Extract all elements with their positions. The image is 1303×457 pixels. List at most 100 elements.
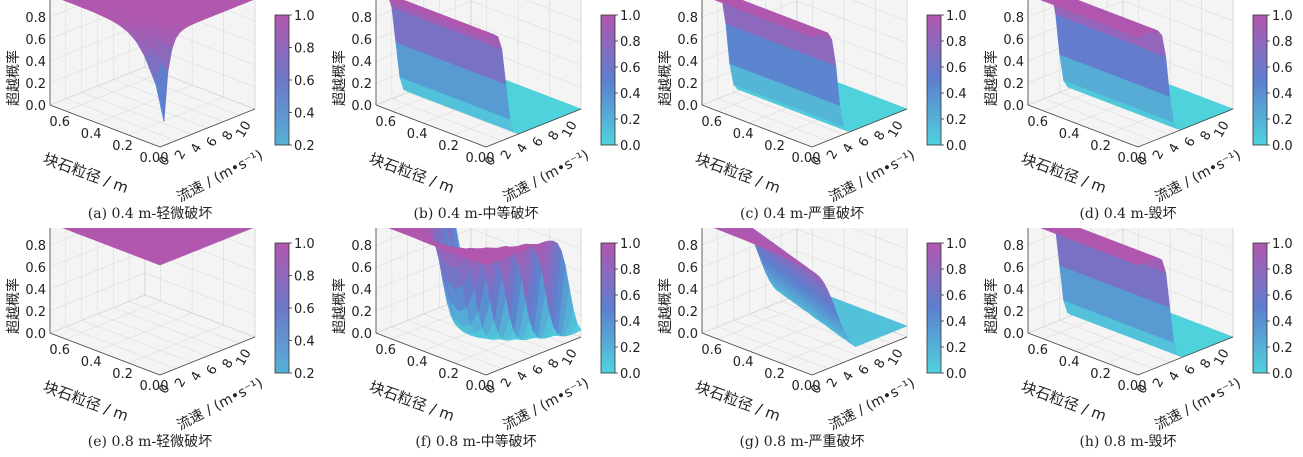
z-tick-label: 0.2 [1003,77,1024,92]
colorbar-tick-label: 1.0 [294,237,315,252]
z-tick-label: 1.0 [351,0,372,4]
y-tick-label: 6 [204,135,221,150]
surface-plot: 0.0 0.2 0.4 0.6 0.8 1.0 超越概率 0.00 0.2 0.4 0.6 块石粒径 … [5,0,315,205]
probability-surface [388,228,582,341]
x-tick-label: 0.00 [1118,151,1147,166]
x-axis-label: 块石粒径 / m [1019,378,1109,425]
probability-surface [1040,228,1234,358]
colorbar-tick-label: 0.2 [294,367,315,382]
colorbar-tick-label: 0.0 [1272,139,1293,154]
x-tick-label: 0.00 [792,379,821,394]
z-tick-label: 0.0 [677,327,698,342]
x-tick-label: 0.4 [407,355,428,370]
panel-caption: (e) 0.8 m-轻微破坏 [87,434,213,450]
colorbar [1252,242,1268,374]
panel-caption: (d) 0.4 m-毁坏 [1079,206,1177,222]
x-axis-label: 块石粒径 / m [367,150,457,197]
colorbar-tick-label: 0.8 [946,35,967,50]
colorbar-tick-label: 1.0 [620,9,641,24]
colorbar-tick-label: 0.8 [620,263,641,278]
x-tick-label: 0.6 [375,115,396,130]
colorbar-tick-label: 0.6 [294,74,315,89]
y-tick-label: 4 [188,141,205,156]
colorbar-tick-label: 0.8 [294,42,315,57]
colorbar-tick-label: 0.8 [1272,263,1293,278]
z-tick-label: 0.8 [351,11,372,26]
z-tick-label: 0.6 [1003,261,1024,276]
z-tick-label: 0.6 [351,33,372,48]
surface-facet [151,260,165,266]
colorbar-tick-label: 0.8 [620,35,641,50]
z-tick-label: 1.0 [1003,0,1024,4]
y-tick-label: 2 [1150,376,1167,391]
z-tick-label: 0.4 [677,283,698,298]
x-tick-label: 0.4 [81,355,102,370]
y-tick-label: 10 [560,119,581,141]
colorbar-tick-label: 0.2 [1272,113,1293,128]
colorbar [274,242,290,374]
axes [1027,0,1234,148]
colorbar [926,14,942,146]
axes [1027,228,1234,376]
x-tick-label: 0.4 [733,127,754,142]
colorbar-tick-label: 0.0 [946,367,967,382]
z-tick-label: 0.8 [1003,11,1024,26]
colorbar-tick-label: 0.2 [946,341,967,356]
axes [375,0,582,148]
colorbar-tick-label: 0.0 [1272,367,1293,382]
z-tick-label: 0.6 [351,261,372,276]
colorbar-tick-label: 0.8 [946,263,967,278]
y-tick-label: 6 [530,363,547,378]
z-tick-label: 0.8 [351,239,372,254]
chart-panel: 0.0 0.2 0.4 0.6 0.8 1.0 超越概率 0.00 0.2 0.4 0.6 块石粒径 … [978,0,1303,228]
colorbar-tick-label: 0.6 [294,302,315,317]
colorbar-tick-label: 1.0 [294,9,315,24]
colorbar-tick-label: 0.6 [620,289,641,304]
y-tick-label: 10 [886,347,907,369]
colorbar-tick-label: 1.0 [1272,9,1293,24]
y-tick-label: 10 [1212,347,1233,369]
z-tick-label: 0.8 [1003,239,1024,254]
x-tick-label: 0.2 [1090,367,1111,382]
x-axis-label: 块石粒径 / m [1019,150,1109,197]
colorbar-tick-label: 1.0 [620,237,641,252]
z-tick-label: 0.2 [25,305,46,320]
z-axis-label: 超越概率 [983,278,1000,334]
y-tick-label: 10 [560,347,581,369]
x-tick-label: 0.00 [792,151,821,166]
surface-facet [151,74,165,122]
colorbar [1252,14,1268,146]
z-tick-label: 0.8 [25,11,46,26]
surface-plot: 0.0 0.2 0.4 0.6 0.8 1.0 超越概率 0.00 0.2 0.4 0.6 块石粒径 … [331,228,641,433]
z-tick-label: 0.0 [677,99,698,114]
colorbar-tick-label: 0.2 [1272,341,1293,356]
z-tick-label: 0.0 [351,99,372,114]
z-tick-label: 0.2 [677,77,698,92]
chart-panel: 0.0 0.2 0.4 0.6 0.8 1.0 超越概率 0.00 0.2 0.4 0.6 块石粒径 … [0,0,325,228]
colorbar-tick-label: 0.6 [1272,289,1293,304]
y-tick-label: 10 [234,119,255,141]
x-tick-label: 0.2 [112,139,133,154]
x-tick-label: 0.6 [49,115,70,130]
z-axis-label: 超越概率 [657,50,674,106]
x-tick-label: 0.2 [438,367,459,382]
axes [375,228,582,376]
y-tick-label: 2 [172,376,189,391]
colorbar-tick-label: 0.2 [294,139,315,154]
z-tick-label: 0.6 [677,33,698,48]
colorbar-tick-label: 0.4 [946,87,967,102]
z-axis-label: 超越概率 [331,278,348,334]
surface-facet [1129,260,1143,266]
panel-caption: (a) 0.4 m-轻微破坏 [87,206,213,222]
chart-panel: 0.0 0.2 0.4 0.6 0.8 1.0 超越概率 0.00 0.2 0.4 0.6 块石粒径 … [326,228,651,456]
y-tick-label: 4 [840,141,857,156]
surface-plot: 0.0 0.2 0.4 0.6 0.8 1.0 超越概率 0.00 0.2 0.4 0.6 块石粒径 … [5,228,315,433]
x-tick-label: 0.6 [1027,115,1048,130]
x-tick-label: 0.4 [1059,127,1080,142]
surface-plot: 0.0 0.2 0.4 0.6 0.8 1.0 超越概率 0.00 0.2 0.4 0.6 块石粒径 … [983,228,1293,433]
x-tick-label: 0.2 [764,139,785,154]
y-tick-label: 4 [514,369,531,384]
panel-caption: (h) 0.8 m-毁坏 [1079,434,1177,450]
z-tick-label: 0.6 [1003,33,1024,48]
